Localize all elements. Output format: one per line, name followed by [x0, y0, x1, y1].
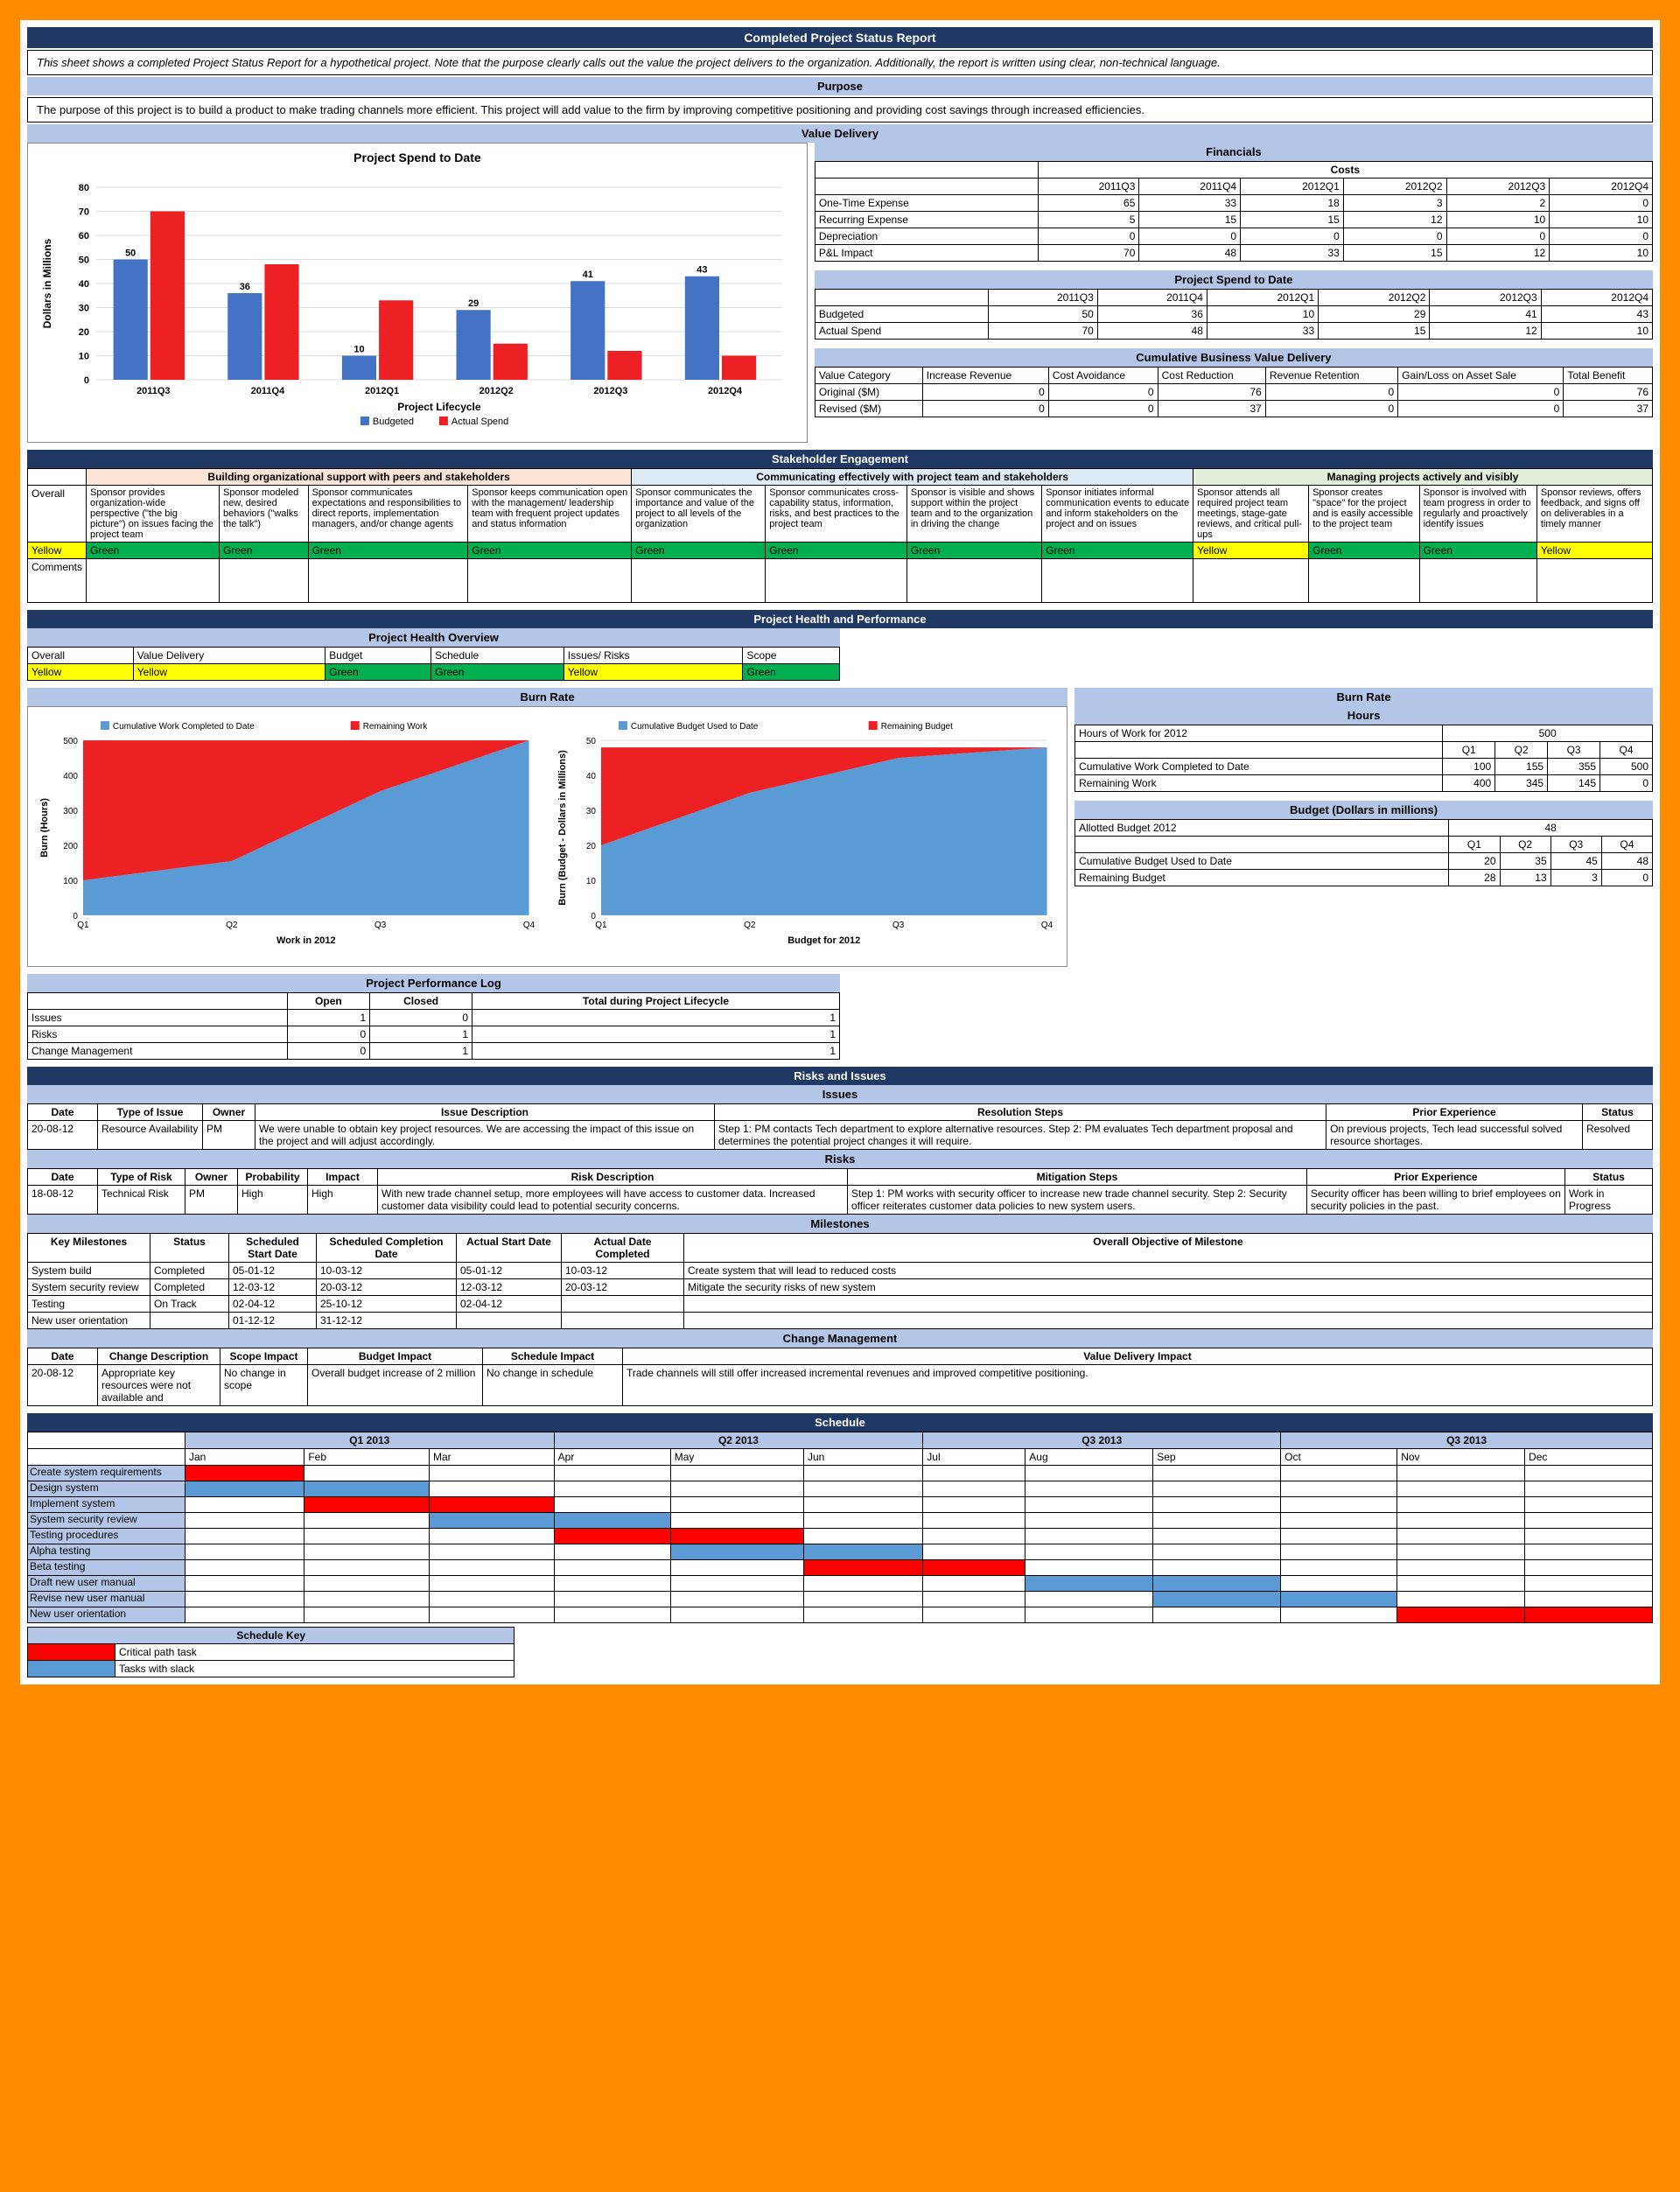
svg-text:40: 40	[79, 279, 89, 290]
svg-text:Q2: Q2	[226, 921, 238, 930]
perflog-title: Project Performance Log	[27, 974, 840, 992]
svg-text:Dollars in Millions: Dollars in Millions	[41, 238, 53, 328]
schedule-header: Schedule	[27, 1413, 1653, 1432]
svg-text:Actual Spend: Actual Spend	[452, 417, 508, 427]
svg-text:36: 36	[240, 282, 250, 292]
svg-text:41: 41	[583, 270, 593, 280]
stakeholder-table: Building organizational support with pee…	[27, 468, 1653, 603]
svg-text:400: 400	[63, 772, 78, 781]
intro-text: This sheet shows a completed Project Sta…	[27, 50, 1653, 75]
risks-title: Risks	[27, 1150, 1653, 1168]
svg-text:40: 40	[585, 772, 596, 781]
svg-text:Cumulative Work Completed to D: Cumulative Work Completed to Date	[113, 722, 255, 732]
milestones-title: Milestones	[27, 1215, 1653, 1233]
svg-text:Burn (Hours): Burn (Hours)	[39, 798, 50, 858]
svg-text:Q3: Q3	[892, 921, 905, 930]
hours-title: Hours	[1074, 706, 1653, 725]
php-table: OverallValue DeliveryBudgetScheduleIssue…	[27, 647, 840, 681]
php-overview: Project Health Overview	[27, 628, 840, 647]
schedule-key: Schedule Key Critical path task Tasks wi…	[27, 1627, 514, 1677]
budget-title: Budget (Dollars in millions)	[1074, 801, 1653, 819]
svg-text:80: 80	[79, 183, 89, 193]
svg-text:Q2: Q2	[744, 921, 756, 930]
svg-text:2011Q4: 2011Q4	[251, 386, 285, 396]
svg-text:Burn (Budget - Dollars in Mill: Burn (Budget - Dollars in Millions)	[557, 750, 568, 906]
financials-panel: Financials Costs 2011Q32011Q42012Q12012Q…	[815, 143, 1653, 417]
svg-text:Q1: Q1	[595, 921, 607, 930]
svg-text:10: 10	[79, 351, 89, 361]
svg-text:100: 100	[63, 877, 78, 886]
milestones-table: Key MilestonesStatusScheduled Start Date…	[27, 1233, 1653, 1329]
financials-table: Costs 2011Q32011Q42012Q12012Q22012Q32012…	[815, 161, 1653, 262]
cumulative-title: Cumulative Business Value Delivery	[815, 348, 1653, 367]
svg-text:Project Lifecycle: Project Lifecycle	[397, 401, 481, 413]
purpose-header: Purpose	[27, 77, 1653, 95]
hours-table: Hours of Work for 2012500Q1Q2Q3Q4Cumulat…	[1074, 725, 1653, 792]
issues-table: DateType of IssueOwnerIssue DescriptionR…	[27, 1103, 1653, 1150]
svg-text:Q1: Q1	[77, 921, 89, 930]
cumulative-table: Value CategoryIncrease RevenueCost Avoid…	[815, 367, 1653, 417]
svg-text:Budget for 2012: Budget for 2012	[788, 935, 860, 946]
svg-text:50: 50	[125, 249, 136, 259]
svg-text:500: 500	[63, 737, 78, 746]
svg-text:2012Q4: 2012Q4	[708, 386, 743, 396]
svg-text:Remaining Work: Remaining Work	[363, 722, 428, 732]
svg-text:Budgeted: Budgeted	[373, 417, 414, 427]
purpose-text: The purpose of this project is to build …	[27, 97, 1653, 123]
budget-table: Allotted Budget 201248Q1Q2Q3Q4Cumulative…	[1074, 819, 1653, 886]
financials-title: Financials	[815, 143, 1653, 161]
issues-title: Issues	[27, 1085, 1653, 1103]
spend-chart: Project Spend to Date 0 10 20 30 40 50 60 70 80 5…	[27, 143, 808, 443]
svg-text:2012Q1: 2012Q1	[365, 386, 399, 396]
change-table: DateChange DescriptionScope ImpactBudget…	[27, 1348, 1653, 1406]
gantt-table: Q1 2013Q2 2013Q3 2013Q3 2013JanFebMarApr…	[27, 1432, 1653, 1623]
svg-text:10: 10	[354, 344, 364, 354]
svg-text:2011Q3: 2011Q3	[136, 386, 170, 396]
risks-table: DateType of RiskOwnerProbabilityImpactRi…	[27, 1168, 1653, 1215]
burn-title2: Burn Rate	[1074, 688, 1653, 706]
php-header: Project Health and Performance	[27, 610, 1653, 628]
svg-text:Q4: Q4	[1040, 921, 1053, 930]
svg-text:Remaining Budget: Remaining Budget	[880, 722, 952, 732]
svg-text:Q3: Q3	[374, 921, 387, 930]
svg-text:20: 20	[79, 327, 89, 338]
report-title: Completed Project Status Report	[27, 27, 1653, 48]
ri-header: Risks and Issues	[27, 1067, 1653, 1085]
svg-text:2012Q3: 2012Q3	[593, 386, 627, 396]
spend-chart-title: Project Spend to Date	[35, 151, 800, 165]
burn-chart-budget: 01020304050Q1Q2Q3Q4Budget for 2012Burn (…	[553, 714, 1060, 959]
svg-text:43: 43	[696, 265, 707, 276]
burn-chart-work: 0100200300400500Q1Q2Q3Q4Work in 2012Burn…	[35, 714, 542, 959]
svg-text:60: 60	[79, 231, 89, 242]
svg-text:50: 50	[585, 737, 596, 746]
svg-text:300: 300	[63, 807, 78, 816]
svg-text:Q4: Q4	[523, 921, 536, 930]
svg-text:30: 30	[79, 303, 89, 313]
svg-text:30: 30	[585, 807, 596, 816]
svg-text:200: 200	[63, 842, 78, 851]
svg-text:Work in 2012: Work in 2012	[276, 935, 336, 946]
status-report: Completed Project Status Report This she…	[18, 18, 1662, 1687]
svg-text:20: 20	[585, 842, 596, 851]
svg-text:70: 70	[79, 207, 89, 218]
spend-table-title: Project Spend to Date	[815, 270, 1653, 289]
change-title: Change Management	[27, 1329, 1653, 1348]
spend-chart-svg: 0 10 20 30 40 50 60 70 80 50 2011Q3 36 2011Q4 10 2012Q…	[35, 170, 800, 432]
value-header: Value Delivery	[27, 124, 1653, 143]
svg-text:0: 0	[84, 375, 89, 386]
stakeholder-header: Stakeholder Engagement	[27, 450, 1653, 468]
svg-text:Cumulative Budget Used to Date: Cumulative Budget Used to Date	[630, 722, 758, 732]
spend-table: 2011Q32011Q42012Q12012Q22012Q32012Q4 Bud…	[815, 289, 1653, 340]
svg-text:29: 29	[468, 298, 479, 309]
svg-text:50: 50	[79, 256, 89, 266]
svg-text:2012Q2: 2012Q2	[480, 386, 514, 396]
burn-title: Burn Rate	[27, 688, 1068, 706]
perflog-table: OpenClosedTotal during Project Lifecycle…	[27, 992, 840, 1060]
svg-text:10: 10	[585, 877, 596, 886]
